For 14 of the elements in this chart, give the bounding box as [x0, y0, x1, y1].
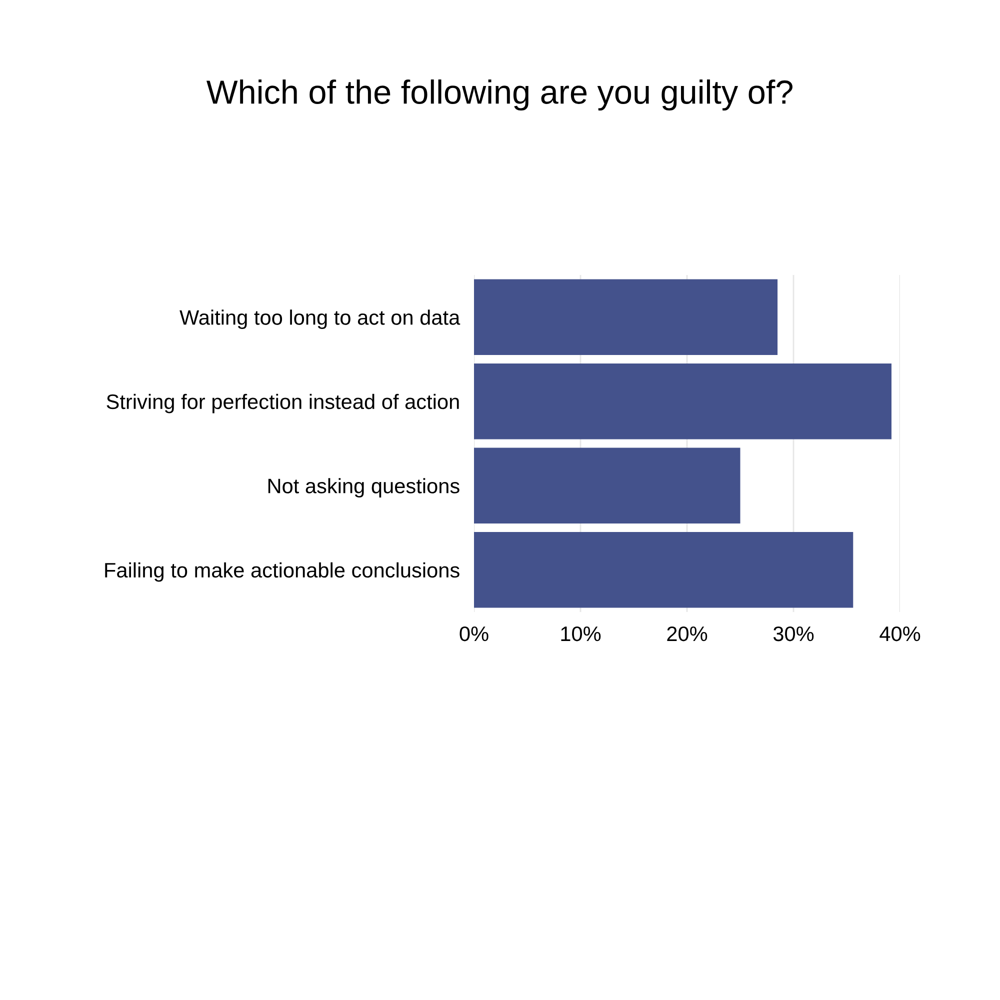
- chart-title: Which of the following are you guilty of?: [206, 79, 792, 111]
- x-tick-label: 20%: [667, 626, 708, 642]
- y-tick-label: Striving for perfection instead of action: [106, 394, 459, 414]
- x-tick-label: 10%: [561, 626, 601, 642]
- bar: [474, 363, 892, 440]
- x-tick-label: 40%: [880, 626, 920, 642]
- bar: [474, 532, 854, 608]
- y-tick-label: Failing to make actionable conclusions: [105, 562, 460, 582]
- x-tick-label: 30%: [773, 626, 814, 642]
- bar: [474, 448, 740, 524]
- y-tick-label: Not asking questions: [268, 478, 460, 498]
- x-tick-label: 0%: [460, 626, 488, 642]
- y-tick-label: Waiting too long to act on data: [180, 310, 460, 329]
- bar: [474, 279, 778, 356]
